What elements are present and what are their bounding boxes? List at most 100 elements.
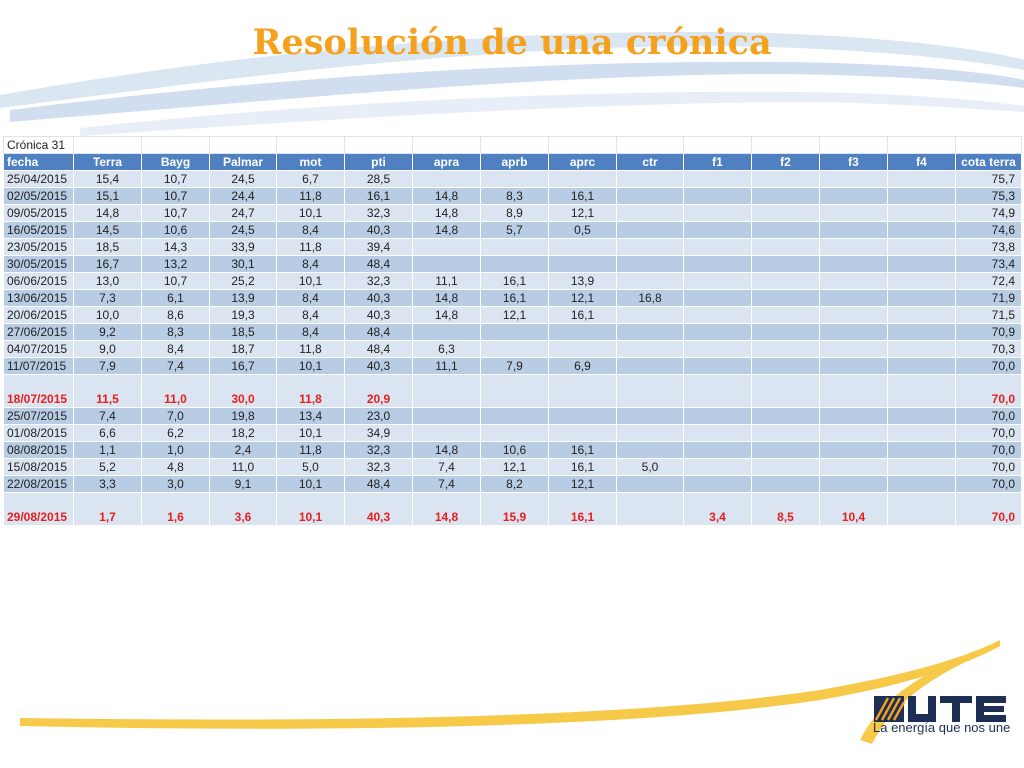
table-cell: 5,2 <box>73 458 142 476</box>
table-cell: 19,8 <box>209 407 277 425</box>
date-cell: 06/06/2015 <box>3 272 74 290</box>
table-row: 27/06/2015 9,2 8,3 18,5 8,4 48,4 70,9 <box>3 323 1022 341</box>
table-cell: 70,0 <box>955 475 1022 493</box>
table-cell <box>887 424 956 442</box>
table-cell: 70,0 <box>955 458 1022 476</box>
date-cell: 16/05/2015 <box>3 221 74 239</box>
table-cell: 9,0 <box>73 340 142 358</box>
table-cell: 74,9 <box>955 204 1022 222</box>
table-cell <box>480 340 549 358</box>
table-cell: 70,0 <box>955 492 1022 526</box>
table-cell <box>819 374 888 408</box>
table-cell: 73,8 <box>955 238 1022 256</box>
table-cell: 13,9 <box>548 272 617 290</box>
table-cell: 70,0 <box>955 407 1022 425</box>
table-cell <box>480 407 549 425</box>
table-cell <box>616 187 684 205</box>
table-cell <box>412 323 481 341</box>
table-cell: 70,0 <box>955 441 1022 459</box>
table-cell <box>683 221 752 239</box>
table-cell <box>412 374 481 408</box>
table-cell <box>683 441 752 459</box>
column-header: Palmar <box>209 153 277 171</box>
table-cell: 5,7 <box>480 221 549 239</box>
table-cell: 0,5 <box>548 221 617 239</box>
table-cell <box>819 441 888 459</box>
table-cell <box>819 407 888 425</box>
table-cell: 12,1 <box>548 204 617 222</box>
column-header: cota terra <box>955 153 1022 171</box>
table-cell: 30,0 <box>209 374 277 408</box>
table-cell: 71,9 <box>955 289 1022 307</box>
column-header: mot <box>276 153 345 171</box>
table-row: 25/04/2015 15,4 10,7 24,5 6,7 28,5 75,7 <box>3 170 1022 188</box>
table-cell: 40,3 <box>344 357 413 375</box>
table-cell: 8,2 <box>480 475 549 493</box>
table-cell: 15,1 <box>73 187 142 205</box>
table-cell: 1,6 <box>141 492 210 526</box>
table-cell <box>616 340 684 358</box>
table-cell <box>751 306 820 324</box>
column-header: pti <box>344 153 413 171</box>
table-cell <box>819 357 888 375</box>
table-cell <box>819 475 888 493</box>
table-cell <box>819 306 888 324</box>
table-cell: 12,1 <box>480 458 549 476</box>
table-cell <box>887 289 956 307</box>
table-cell: 5,0 <box>616 458 684 476</box>
table-cell: 32,3 <box>344 458 413 476</box>
table-row: 04/07/2015 9,0 8,4 18,7 11,8 48,4 6,3 70,3 <box>3 340 1022 358</box>
cronica-table: Crónica 31 fecha Terra Bayg Palmar mot pti apr… <box>3 136 1022 526</box>
table-cell: 7,9 <box>73 357 142 375</box>
table-cell: 19,3 <box>209 306 277 324</box>
table-cell: 14,8 <box>412 221 481 239</box>
slide-title: Resolución de una crónica <box>252 22 772 63</box>
table-cell <box>887 170 956 188</box>
table-cell: 11,8 <box>276 187 345 205</box>
table-cell: 24,7 <box>209 204 277 222</box>
table-cell: 40,3 <box>344 306 413 324</box>
table-row: 06/06/2015 13,0 10,7 25,2 10,1 32,3 11,1 16,1 13… <box>3 272 1022 290</box>
table-cell: 10,1 <box>276 424 345 442</box>
table-cell: 10,1 <box>276 204 345 222</box>
table-cell: 6,3 <box>412 340 481 358</box>
table-cell <box>480 170 549 188</box>
table-cell <box>616 475 684 493</box>
table-cell <box>412 238 481 256</box>
table-cell: 48,4 <box>344 340 413 358</box>
table-cell <box>616 357 684 375</box>
table-cell <box>887 221 956 239</box>
table-cell <box>683 340 752 358</box>
table-cell: 71,5 <box>955 306 1022 324</box>
table-cell <box>819 204 888 222</box>
table-cell <box>616 424 684 442</box>
table-cell <box>751 424 820 442</box>
table-cell: 70,3 <box>955 340 1022 358</box>
table-cell: 20,9 <box>344 374 413 408</box>
table-cell: 12,1 <box>548 289 617 307</box>
table-cell <box>616 323 684 341</box>
table-cell <box>616 407 684 425</box>
table-cell <box>480 255 549 273</box>
table-cell <box>819 424 888 442</box>
table-cell <box>751 374 820 408</box>
table-cell <box>819 289 888 307</box>
table-cell: 11,8 <box>276 441 345 459</box>
table-cell: 8,4 <box>276 289 345 307</box>
table-cell <box>819 272 888 290</box>
table-cell <box>616 441 684 459</box>
table-cell: 8,4 <box>276 255 345 273</box>
column-header: aprb <box>480 153 549 171</box>
table-cell <box>616 255 684 273</box>
table-cell: 14,8 <box>412 289 481 307</box>
table-row: 13/06/2015 7,3 6,1 13,9 8,4 40,3 14,8 16,1 12,1 1… <box>3 289 1022 307</box>
table-cell: 2,4 <box>209 441 277 459</box>
column-header: f4 <box>887 153 956 171</box>
column-header: Terra <box>73 153 142 171</box>
table-cell: 28,5 <box>344 170 413 188</box>
table-cell: 10,6 <box>480 441 549 459</box>
table-cell <box>480 374 549 408</box>
table-cell: 18,2 <box>209 424 277 442</box>
date-cell: 09/05/2015 <box>3 204 74 222</box>
table-cell <box>616 306 684 324</box>
